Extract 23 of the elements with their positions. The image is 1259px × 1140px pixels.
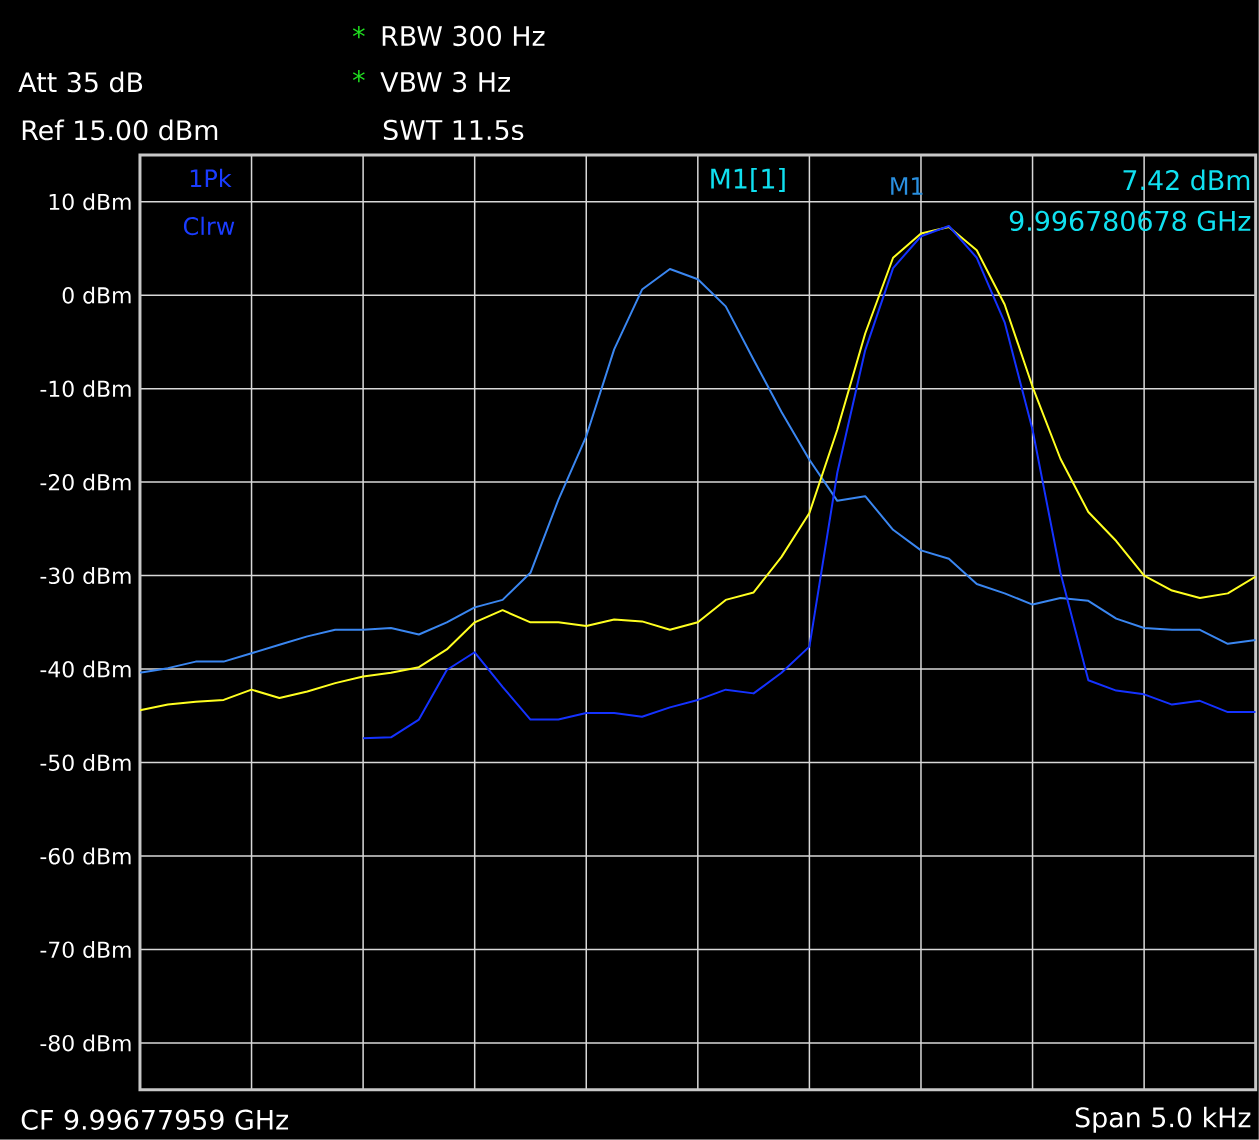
text: * — [352, 70, 365, 83]
text: RBW 300 Hz — [382, 25, 545, 47]
annotation: M1[1] — [711, 168, 785, 193]
text: Att 35 dB — [18, 71, 143, 93]
y-tick-label: -10 dBm — [40, 380, 131, 398]
y-tick-label: 10 dBm — [49, 193, 131, 211]
y-tick-label: 0 dBm — [62, 286, 131, 304]
text: * — [352, 26, 365, 39]
annotation: 1Pk — [190, 169, 232, 188]
y-tick-label: -70 dBm — [40, 941, 131, 959]
y-tick-label: -30 dBm — [40, 567, 131, 585]
annotation: Clrw — [183, 216, 235, 236]
y-tick-label: -40 dBm — [40, 660, 131, 678]
text: CF 9.99677959 GHz — [21, 1109, 289, 1131]
y-tick-label: -60 dBm — [40, 847, 131, 865]
text: Span 5.0 kHz — [1075, 1106, 1251, 1133]
y-tick-label: -80 dBm — [40, 1034, 131, 1052]
y-tick-label: -20 dBm — [40, 473, 131, 491]
y-tick-label: -50 dBm — [40, 754, 131, 772]
text: VBW 3 Hz — [380, 71, 510, 93]
text: SWT 11.5s — [383, 119, 524, 141]
line-series — [139, 268, 1256, 674]
text: Ref 15.00 dBm — [22, 119, 218, 141]
